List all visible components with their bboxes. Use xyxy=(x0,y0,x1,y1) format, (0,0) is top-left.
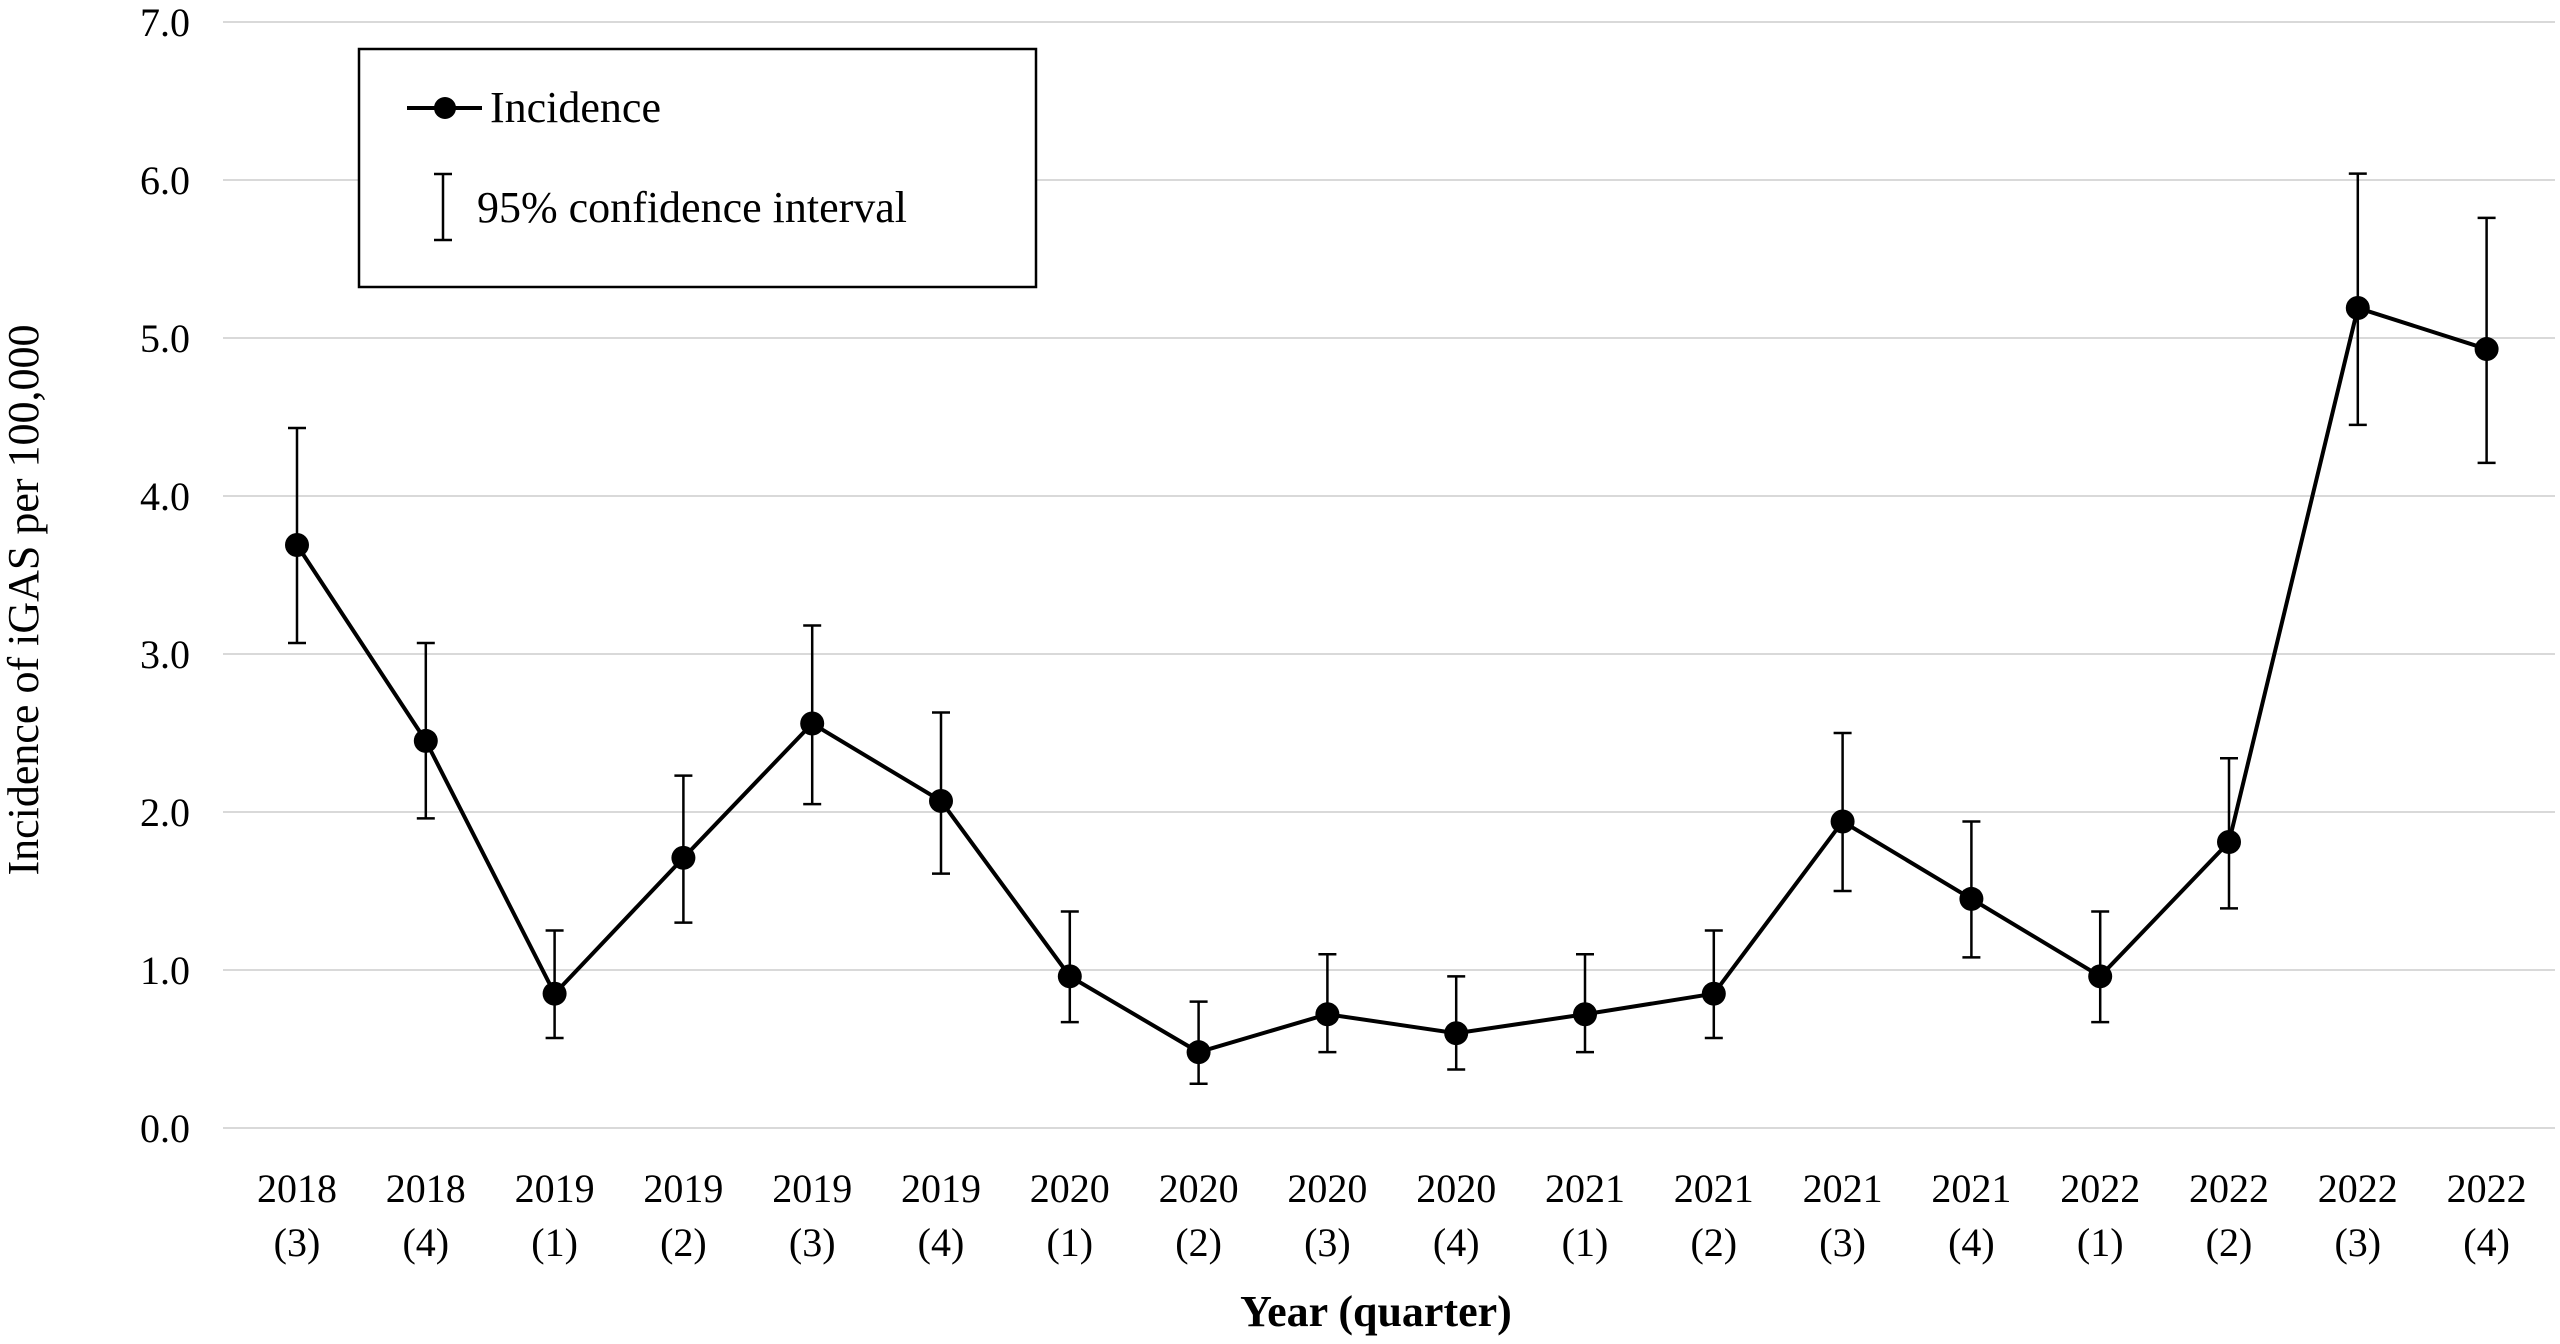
data-point xyxy=(2474,337,2499,362)
x-tick-label-quarter: (3) xyxy=(1819,1220,1866,1265)
y-axis-ticks: 0.0 1.0 2.0 3.0 4.0 5.0 6.0 7.0 xyxy=(140,0,190,1151)
data-point xyxy=(929,788,953,813)
x-tick-label-year: 2019 xyxy=(643,1166,723,1211)
data-point xyxy=(1573,1002,1597,1027)
y-tick-label: 1.0 xyxy=(140,948,190,993)
incidence-line xyxy=(295,305,2488,1055)
y-tick-label: 0.0 xyxy=(140,1106,190,1151)
x-tick-label-year: 2020 xyxy=(1159,1166,1239,1211)
x-tick-label-quarter: (4) xyxy=(1433,1220,1480,1265)
x-tick-label-quarter: (2) xyxy=(2206,1220,2253,1265)
x-tick-label-year: 2022 xyxy=(2447,1166,2527,1211)
data-point xyxy=(1701,981,1726,1006)
data-point xyxy=(671,845,696,870)
x-tick-label-quarter: (4) xyxy=(918,1220,965,1265)
x-tick-label-year: 2021 xyxy=(1803,1166,1883,1211)
data-point xyxy=(2217,830,2241,855)
y-tick-label: 3.0 xyxy=(140,632,190,677)
data-point xyxy=(413,728,438,753)
data-point xyxy=(1057,964,1082,989)
x-tick-label-quarter: (2) xyxy=(1690,1220,1737,1265)
y-tick-label: 2.0 xyxy=(140,790,190,835)
data-point xyxy=(1959,886,1984,911)
x-tick-label-year: 2021 xyxy=(1674,1166,1754,1211)
x-tick-label-quarter: (4) xyxy=(402,1220,449,1265)
x-tick-label-quarter: (1) xyxy=(2077,1220,2124,1265)
data-point xyxy=(2345,295,2370,320)
y-tick-label: 5.0 xyxy=(140,316,190,361)
data-point xyxy=(800,711,825,736)
x-tick-label-quarter: (1) xyxy=(531,1220,578,1265)
data-point xyxy=(542,981,567,1006)
x-tick-label-year: 2020 xyxy=(1030,1166,1110,1211)
legend-marker-icon xyxy=(434,97,456,119)
data-point xyxy=(1830,809,1855,834)
x-tick-label-quarter: (4) xyxy=(2463,1220,2510,1265)
x-tick-label-year: 2018 xyxy=(386,1166,466,1211)
legend-label-ci: 95% confidence interval xyxy=(477,183,907,232)
data-point xyxy=(1315,1002,1340,1027)
x-tick-label-year: 2021 xyxy=(1545,1166,1625,1211)
data-point xyxy=(1186,1040,1211,1065)
x-tick-label-year: 2022 xyxy=(2189,1166,2269,1211)
x-tick-label-quarter: (2) xyxy=(660,1220,707,1265)
x-tick-label-year: 2019 xyxy=(901,1166,981,1211)
y-tick-label: 4.0 xyxy=(140,474,190,519)
x-tick-label-quarter: (2) xyxy=(1175,1220,1222,1265)
series-markers xyxy=(285,295,2499,1065)
data-point xyxy=(1444,1021,1469,1046)
x-tick-label-quarter: (1) xyxy=(1562,1220,1609,1265)
x-tick-label-year: 2020 xyxy=(1287,1166,1367,1211)
x-tick-label-quarter: (3) xyxy=(789,1220,836,1265)
x-tick-label-quarter: (1) xyxy=(1046,1220,1093,1265)
y-tick-label: 7.0 xyxy=(140,0,190,45)
x-tick-label-year: 2019 xyxy=(772,1166,852,1211)
x-tick-label-quarter: (4) xyxy=(1948,1220,1995,1265)
x-tick-label-year: 2019 xyxy=(515,1166,595,1211)
data-point xyxy=(2088,964,2113,989)
x-tick-label-year: 2022 xyxy=(2060,1166,2140,1211)
x-tick-label-quarter: (3) xyxy=(2334,1220,2381,1265)
data-point xyxy=(285,532,309,557)
legend: Incidence 95% confidence interval xyxy=(357,47,1038,289)
x-tick-label-quarter: (3) xyxy=(1304,1220,1351,1265)
series-line xyxy=(295,305,2488,1055)
x-axis-title: Year (quarter) xyxy=(1240,1287,1512,1336)
x-tick-label-quarter: (3) xyxy=(274,1220,321,1265)
legend-box xyxy=(357,47,1038,289)
x-tick-label-year: 2022 xyxy=(2318,1166,2398,1211)
x-tick-label-year: 2018 xyxy=(257,1166,337,1211)
x-tick-label-year: 2020 xyxy=(1416,1166,1496,1211)
y-axis-title: Incidence of iGAS per 100,000 xyxy=(0,324,48,875)
legend-label-incidence: Incidence xyxy=(490,83,661,132)
x-axis-ticks: 2018 (3) 2018 (4) 2019 (1) 2019 (2) 2019 (3) 2019 (… xyxy=(257,1166,2527,1265)
x-tick-label-year: 2021 xyxy=(1931,1166,2011,1211)
error-bars xyxy=(288,172,2496,1086)
y-tick-label: 6.0 xyxy=(140,158,190,203)
